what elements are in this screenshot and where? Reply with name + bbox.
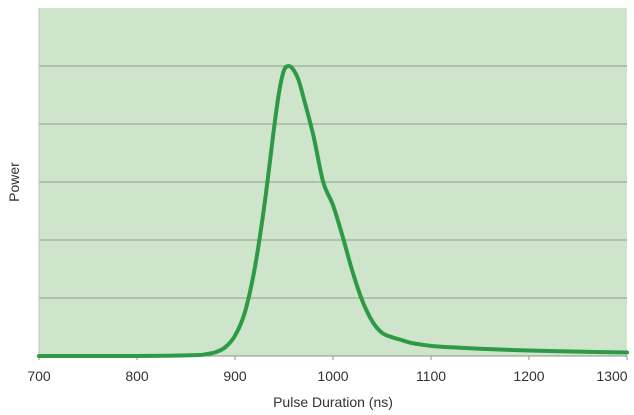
y-axis-title: Power: [6, 162, 22, 202]
x-tick-label-900: 900: [223, 368, 247, 384]
x-axis-ticks: 700 800 900 1000 1100 1200 1300: [27, 356, 628, 384]
gridlines: [38, 8, 627, 356]
x-tick-label-1200: 1200: [513, 368, 544, 384]
x-tick-label-1100: 1100: [416, 368, 446, 384]
x-tick-label-700: 700: [27, 368, 51, 384]
x-tick-label-1000: 1000: [317, 368, 348, 384]
series-line-power: [37, 64, 629, 359]
x-axis-title: Pulse Duration (ns): [273, 394, 393, 410]
x-tick-label-1300: 1300: [596, 368, 627, 384]
x-tick-label-800: 800: [125, 368, 149, 384]
